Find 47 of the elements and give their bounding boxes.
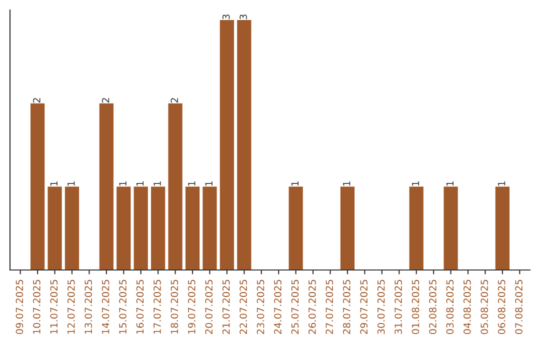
x-tick-label: 19.07.2025 bbox=[188, 280, 196, 334]
x-tick-label: 16.07.2025 bbox=[136, 280, 144, 334]
x-tick-label: 22.07.2025 bbox=[240, 280, 247, 334]
x-tick-label: 07.08.2025 bbox=[515, 280, 522, 334]
x-tick-label: 28.07.2025 bbox=[342, 280, 350, 334]
data-label: 2 bbox=[102, 98, 110, 103]
x-tick-label: 11.07.2025 bbox=[50, 280, 58, 334]
x-tick-label: 02.08.2025 bbox=[429, 280, 436, 334]
data-label: 1 bbox=[446, 181, 454, 186]
x-tick-label: 31.07.2025 bbox=[394, 280, 402, 334]
x-tick-label: 17.07.2025 bbox=[154, 280, 161, 334]
data-label: 1 bbox=[188, 181, 196, 186]
x-tick-label: 14.07.2025 bbox=[102, 280, 110, 334]
data-label: 1 bbox=[68, 181, 75, 186]
x-tick-label: 18.07.2025 bbox=[170, 280, 178, 334]
x-tick-label: 29.07.2025 bbox=[360, 280, 368, 334]
data-label: 1 bbox=[136, 181, 144, 186]
x-tick-label: 12.07.2025 bbox=[67, 280, 75, 334]
data-label: 1 bbox=[498, 181, 506, 186]
data-label: 1 bbox=[50, 181, 58, 186]
x-tick-label: 06.08.2025 bbox=[498, 280, 506, 334]
x-tick-label: 27.07.2025 bbox=[326, 280, 334, 334]
x-tick-label: 03.08.2025 bbox=[446, 280, 454, 334]
data-label: 2 bbox=[33, 98, 40, 103]
data-label: 3 bbox=[240, 14, 247, 20]
data-label: 1 bbox=[291, 181, 299, 186]
x-tick-label: 24.07.2025 bbox=[274, 280, 282, 334]
data-label: 1 bbox=[343, 181, 350, 186]
data-label: 1 bbox=[205, 181, 212, 186]
x-tick-label: 15.07.2025 bbox=[119, 280, 126, 334]
x-tick-label: 25.07.2025 bbox=[291, 280, 299, 334]
data-label: 1 bbox=[412, 181, 420, 186]
data-label: 1 bbox=[119, 181, 126, 186]
x-tick-label: 26.07.2025 bbox=[308, 280, 316, 334]
x-tick-label: 09.07.2025 bbox=[16, 280, 24, 334]
data-label: 1 bbox=[154, 181, 161, 186]
data-label: 3 bbox=[222, 14, 230, 20]
x-tick-label: 05.08.2025 bbox=[480, 280, 488, 334]
x-tick-label: 04.08.2025 bbox=[463, 280, 471, 334]
x-tick-label: 30.07.2025 bbox=[377, 280, 385, 334]
x-tick-label: 13.07.2025 bbox=[84, 280, 92, 334]
x-tick-label: 21.07.2025 bbox=[222, 280, 230, 334]
x-tick-label: 20.07.2025 bbox=[205, 280, 213, 334]
x-tick-label: 10.07.2025 bbox=[33, 280, 40, 334]
data-label: 2 bbox=[170, 98, 178, 103]
x-tick-label: 01.08.2025 bbox=[412, 280, 420, 334]
x-tick-label: 23.07.2025 bbox=[256, 280, 264, 334]
